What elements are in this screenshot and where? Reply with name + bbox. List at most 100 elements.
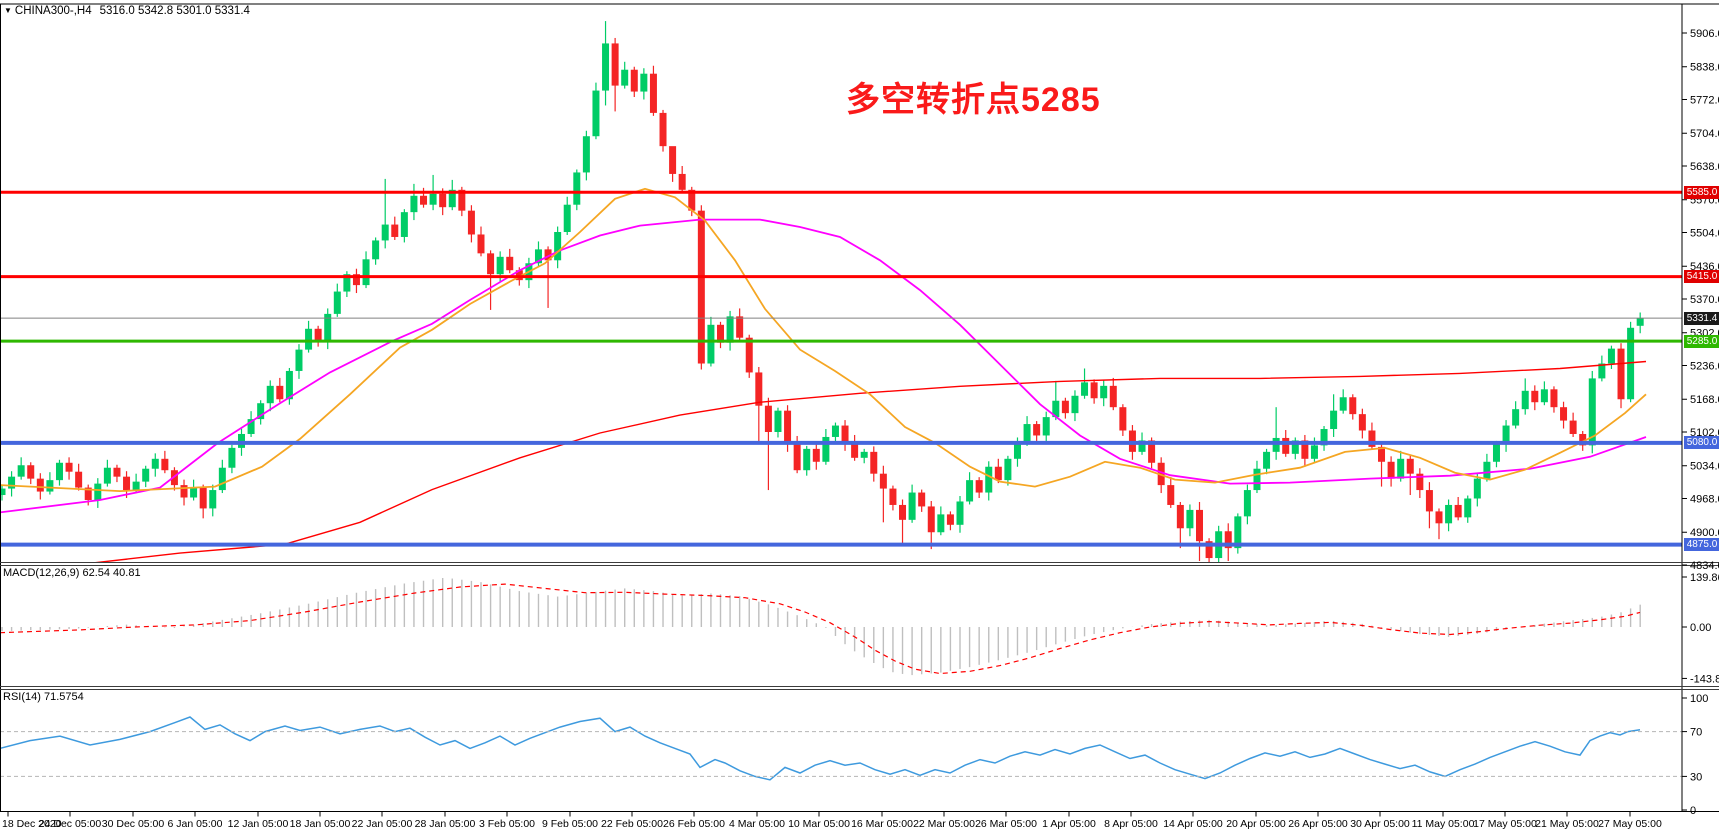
candle-body [1531,390,1539,403]
price-axis[interactable] [1682,4,1719,811]
candle-body [27,465,35,479]
candle-body [343,274,351,292]
candle-body [400,212,408,237]
candle-body [870,451,878,474]
candle-body [1540,389,1548,403]
candle-body [1157,462,1165,486]
time-axis-label: 10 Mar 05:00 [788,818,850,830]
candle-body [831,425,839,437]
candle-body [1205,541,1213,559]
candle-body [1224,531,1232,549]
ma-fast-line [1,187,1647,493]
candle-body [822,436,830,462]
time-axis-label: 22 Jan 05:00 [352,818,413,830]
ma-slow-line [95,360,1647,562]
candle-body [966,480,974,502]
candle-body [8,476,16,489]
candle-body [1473,478,1481,499]
rsi-line [1,716,1641,781]
candle-body [1579,433,1587,446]
time-axis-label: 3 Feb 05:00 [479,818,535,830]
time-axis-label: 16 Mar 05:00 [851,818,913,830]
price-axis-tick-label: 5168.0 [1690,394,1719,406]
candle-body [1186,509,1194,529]
time-axis-label: 26 Feb 05:00 [663,818,725,830]
candle-body [1502,425,1510,444]
time-axis-label: 28 Jan 05:00 [415,818,476,830]
candle-body [1512,409,1520,426]
rsi-panel[interactable] [0,690,1682,811]
candle-body [918,492,926,507]
candle-body [630,69,638,92]
candle-body [1033,424,1041,436]
time-axis-label: 26 Apr 05:00 [1288,818,1348,830]
candle-body [956,501,964,525]
candle-body [487,253,495,275]
candle-body [381,224,389,241]
candle-body [812,448,820,462]
candle-body [1,488,6,496]
rsi-indicator-label: RSI(14) 71.5754 [3,691,84,703]
time-axis-label: 30 Dec 05:00 [102,818,165,830]
candle-body [352,274,360,286]
candle-body [1492,443,1500,462]
candle-body [391,224,399,237]
time-axis-label: 17 May 05:00 [1473,818,1537,830]
time-axis-label: 22 Mar 05:00 [913,818,975,830]
price-axis-tick-label: 4900.0 [1690,527,1719,539]
candle-body [669,146,677,174]
time-axis-label: 11 May 05:00 [1412,818,1475,830]
candle-body [1310,445,1318,459]
candle-body [621,69,629,86]
price-axis-tick-label: 5034.0 [1690,461,1719,473]
candle-body [937,514,945,533]
time-axis-label: 20 Apr 05:00 [1226,818,1286,830]
symbol-dropdown-icon[interactable]: ▼ [4,6,12,15]
candle-body [1550,389,1558,408]
candle-body [448,189,456,208]
candle-body [1234,516,1242,549]
candle-body [1425,490,1433,512]
main-chart-panel[interactable] [0,14,1682,562]
candle-body [1397,458,1405,479]
candle-body [467,210,475,235]
candle-body [1521,390,1529,410]
rsi-axis-tick-label: 0 [1690,805,1696,817]
candle-body [247,419,255,434]
candle-body [1464,498,1472,518]
candle-body [17,465,25,477]
candle-body [534,249,542,264]
time-axis[interactable] [0,811,1682,840]
candle-body [1349,397,1357,415]
candle-body [985,466,993,493]
candle-body [1627,327,1635,400]
candle-body [1387,461,1395,479]
candle-body [1416,473,1424,491]
candle-body [1081,382,1089,396]
candle-body [975,480,983,493]
candle-body [573,172,581,205]
candle-body [1330,410,1338,430]
candle-body [659,112,667,147]
candle-body [496,256,504,275]
candle-body [899,504,907,520]
candle-body [1445,504,1453,524]
candle-body [458,189,466,211]
time-axis-label: 12 Jan 05:00 [228,818,289,830]
candle-body [1607,348,1615,364]
macd-panel[interactable] [0,566,1682,686]
candle-body [908,492,916,520]
candle-body [860,451,868,458]
candle-body [161,458,169,471]
candle-body [266,385,274,404]
candle-body [55,462,63,481]
candle-body [994,466,1002,481]
price-axis-tick-label: 5370.0 [1690,294,1719,306]
candle-body [1176,504,1184,529]
price-level-badge: 5331.4 [1684,311,1719,325]
chart-title: ▼ CHINA300-,H4 5316.0 5342.8 5301.0 5331.4 [4,5,250,17]
candle-body [1560,407,1568,421]
moving-averages-layer [1,187,1647,562]
